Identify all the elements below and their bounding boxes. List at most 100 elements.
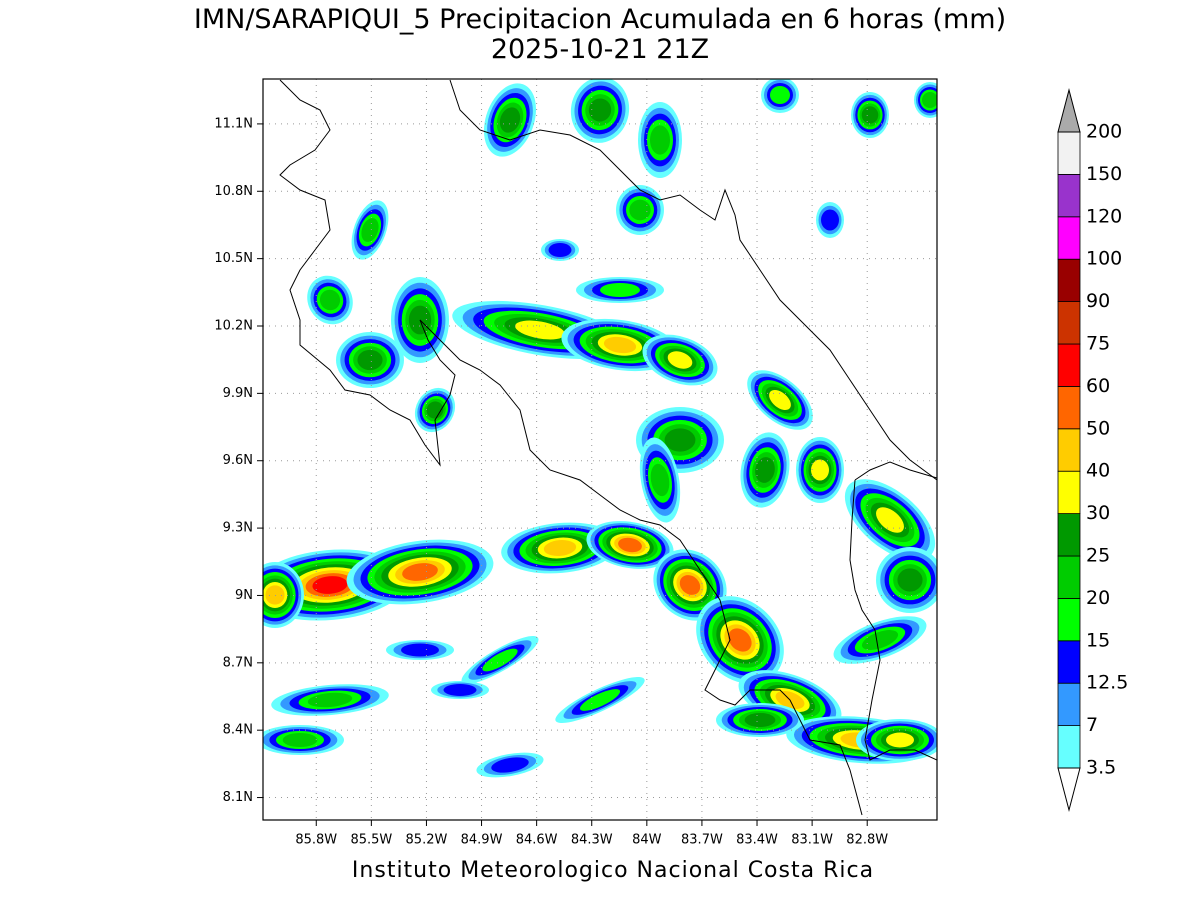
precip-contour (861, 630, 899, 650)
colorbar-label: 20 (1086, 587, 1110, 609)
colorbar-label: 90 (1086, 290, 1110, 312)
precip-contour (755, 457, 775, 483)
precip-contour (543, 540, 577, 556)
colorbar-label: 40 (1086, 460, 1110, 482)
colorbar-label: 200 (1086, 121, 1122, 143)
colorbar-label: 60 (1086, 375, 1110, 397)
precip-contour (811, 459, 829, 481)
precip-contour (491, 757, 529, 773)
precip-contour (282, 733, 318, 747)
colorbar-swatch (1057, 513, 1081, 557)
x-tick-label: 85.5W (350, 833, 392, 848)
colorbar-label: 3.5 (1086, 757, 1116, 779)
colorbar-label: 12.5 (1086, 672, 1128, 694)
precip-contour (307, 692, 353, 708)
colorbar-swatch (1057, 301, 1081, 345)
precip-contour (667, 351, 693, 369)
precip-contour (402, 563, 438, 581)
precip-contour (744, 713, 776, 727)
colorbar-over (1057, 88, 1081, 133)
precip-contour (361, 218, 379, 242)
grid: 85.8W 85.5W 85.2W 84.9W 84.6W 84.3W 84W 83.7W 83… (214, 79, 937, 848)
colorbar-swatch (1057, 682, 1081, 727)
precip-contour (664, 428, 696, 452)
colorbar-swatch (1057, 428, 1081, 472)
colorbar-under (1057, 767, 1081, 812)
precip-contour (600, 283, 640, 297)
y-tick-label: 9N (235, 588, 253, 603)
title: IMN/SARAPIQUI_5 Precipitacion Acumulada … (194, 4, 1006, 35)
x-tick-label: 82.8W (846, 833, 888, 848)
colorbar-swatch (1057, 470, 1081, 515)
border (849, 479, 937, 761)
x-tick-label: 83.1W (791, 833, 833, 848)
coastline (449, 79, 937, 481)
coastline (854, 461, 937, 481)
x-tick-label: 83.7W (681, 833, 723, 848)
precip-contour (876, 507, 904, 533)
colorbar-swatch (1057, 598, 1081, 642)
precip-contour (401, 643, 439, 657)
precip-contour (499, 107, 521, 133)
colorbar-swatch (1057, 555, 1081, 599)
precip-contour (319, 289, 341, 311)
x-tick-label: 84.9W (461, 833, 503, 848)
x-tick-label: 84.3W (571, 833, 613, 848)
colorbar-swatch (1057, 385, 1081, 430)
y-tick-label: 9.3N (223, 521, 253, 536)
x-tick-label: 85.2W (406, 833, 448, 848)
precip-contour (770, 86, 790, 104)
coastline (279, 79, 863, 816)
precip-field (263, 79, 937, 778)
precip-contour (728, 628, 752, 652)
subtitle: 2025-10-21 21Z (491, 34, 709, 65)
precip-contour (312, 576, 348, 594)
precip-contour (922, 92, 937, 108)
colorbar-swatch (1057, 216, 1081, 260)
y-tick-label: 10.8N (214, 184, 253, 199)
precip-contour (861, 106, 879, 124)
x-tick-label: 84.6W (516, 833, 558, 848)
precip-contour (650, 125, 670, 155)
precip-contour (579, 689, 621, 711)
precip-contour (515, 320, 565, 340)
y-tick-label: 10.5N (214, 251, 253, 266)
colorbar-swatch (1057, 343, 1081, 387)
y-tick-label: 8.7N (223, 655, 253, 670)
colorbar-label: 75 (1086, 333, 1110, 355)
y-tick-label: 8.1N (223, 790, 253, 805)
precip-contour (588, 98, 612, 122)
map-frame (262, 78, 938, 821)
colorbar-label: 50 (1086, 417, 1110, 439)
x-tick-label: 84W (632, 833, 662, 848)
colorbar: 3.5 7 12.5 15 20 25 30 40 50 60 75 90 100 120 150 200 (1057, 88, 1128, 812)
colorbar-swatch (1057, 725, 1081, 769)
colorbar-label: 150 (1086, 163, 1122, 185)
precip-contour (769, 389, 791, 411)
precip-contour (426, 401, 444, 419)
colorbar-swatch (1057, 131, 1081, 175)
footer: Instituto Meteorologico Nacional Costa R… (352, 858, 874, 883)
precip-contour (650, 463, 670, 497)
precip-contour (603, 336, 637, 354)
precip-contour (821, 209, 839, 231)
y-tick-label: 10.2N (214, 319, 253, 334)
precip-contour (897, 568, 923, 592)
y-tick-label: 9.6N (223, 453, 253, 468)
y-tick-label: 9.9N (223, 386, 253, 401)
colorbar-label: 15 (1086, 629, 1110, 651)
y-tick-label: 8.4N (223, 723, 253, 738)
precip-contour (629, 199, 651, 221)
precip-contour (679, 575, 701, 595)
colorbar-label: 25 (1086, 545, 1110, 567)
y-tick-label: 11.1N (214, 116, 253, 131)
x-tick-label: 83.4W (736, 833, 778, 848)
precip-contour (886, 732, 914, 748)
precip-contour (357, 349, 383, 371)
colorbar-swatch (1057, 640, 1081, 684)
x-tick-label: 85.8W (295, 833, 337, 848)
precip-contour (482, 648, 518, 672)
colorbar-label: 30 (1086, 502, 1110, 524)
coastlines (279, 79, 937, 816)
